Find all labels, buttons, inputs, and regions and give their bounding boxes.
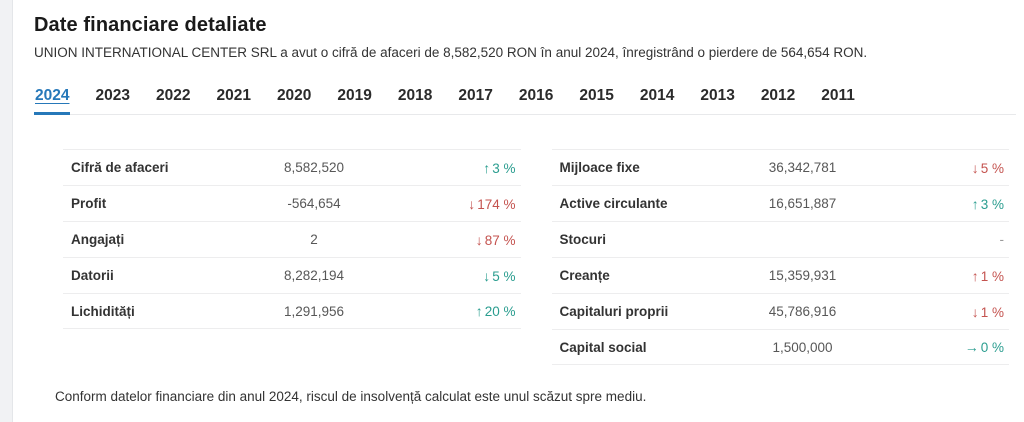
tab-year-2018[interactable]: 2018 [397,87,433,104]
metric-label: Creanțe [559,268,610,283]
metric-trend: ↓ 87 % [389,232,516,248]
tab-year-2017[interactable]: 2017 [458,87,493,104]
tab-year-2013[interactable]: 2013 [700,87,735,104]
metric-label: Angajați [71,232,125,247]
table-row: Lichidități 1,291,956 ↑ 20 % [63,293,521,329]
page-title: Date financiare detaliate [34,14,267,36]
metric-trend: ↓ 174 % [389,195,516,212]
metric-trend: ↑ 20 % [389,303,516,319]
metric-change-percent: - [999,232,1005,247]
trend-down-icon: ↓ [971,303,979,320]
tab-year-2023[interactable]: 2023 [95,87,130,104]
metric-change-percent: 5 % [492,268,516,284]
metric-change-percent: 1 % [980,304,1004,320]
metric-trend: ↓ 5 % [878,159,1004,176]
metric-change-percent: 5 % [980,160,1004,176]
metric-change-percent: 0 % [980,340,1004,355]
metric-value: 8,282,194 [283,268,345,283]
metric-label: Lichidități [71,303,135,319]
table-row: Creanțe 15,359,931 ↑ 1 % [551,257,1009,293]
table-row: Datorii 8,282,194 ↓ 5 % [63,257,521,293]
metric-label: Datorii [71,268,114,283]
financial-table-right: Mijloace fixe 36,342,781 ↓ 5 % Active circul… [551,149,1009,365]
metric-change-percent: 174 % [477,196,516,212]
tab-year-2022[interactable]: 2022 [155,87,191,104]
metric-value: 15,359,931 [768,268,837,283]
metric-change-percent: 3 % [492,160,516,176]
tab-year-2020[interactable]: 2020 [276,87,312,104]
metric-value: 1,500,000 [772,339,833,355]
table-row: Cifră de afaceri 8,582,520 ↑ 3 % [63,149,521,185]
tab-year-2016[interactable]: 2016 [518,87,554,104]
table-row: Capital social 1,500,000 → 0 % [551,329,1009,365]
financial-tables: Cifră de afaceri 8,582,520 ↑ 3 % Profit -564,… [63,149,1009,365]
financial-card: Date financiare detaliate UNION INTERNAT… [12,0,1024,422]
metric-label: Capital social [559,339,647,355]
tab-year-2019[interactable]: 2019 [337,87,372,104]
trend-up-icon: ↑ [971,267,979,284]
metric-value: 8,582,520 [283,160,345,175]
metric-change-percent: 3 % [980,196,1004,212]
trend-down-icon: ↓ [475,231,483,248]
metric-trend: ↑ 3 % [878,195,1004,212]
metric-value: -564,654 [287,196,341,211]
metric-trend: ↑ 3 % [389,159,516,176]
metric-value: 45,786,916 [768,304,837,319]
tab-year-2012[interactable]: 2012 [760,87,796,104]
metric-trend: ↑ 1 % [878,267,1004,284]
tab-year-2014[interactable]: 2014 [639,87,675,104]
tab-year-2011[interactable]: 2011 [821,87,855,104]
page-subtitle: UNION INTERNATIONAL CENTER SRL a avut o … [34,45,868,60]
financial-table-left: Cifră de afaceri 8,582,520 ↑ 3 % Profit -564,… [63,149,521,329]
trend-down-icon: ↓ [468,195,476,212]
metric-trend: → 0 % [878,339,1004,355]
table-row: Stocuri - [551,221,1009,257]
trend-right-icon: → [964,339,979,355]
metric-value: 2 [310,232,318,247]
year-tabs: 2024 2023 2022 2021 2020 2019 2018 2017 2016 2015… [34,85,1016,115]
metric-label: Capitaluri proprii [559,304,669,319]
tab-year-2015[interactable]: 2015 [579,87,614,104]
metric-value: 36,342,781 [768,160,837,175]
metric-label: Profit [71,196,107,211]
metric-trend: ↓ 5 % [389,267,516,284]
trend-up-icon: ↑ [475,303,483,319]
metric-label: Mijloace fixe [559,160,640,175]
trend-up-icon: ↑ [483,159,491,176]
metric-change-percent: 20 % [484,304,516,319]
table-row: Mijloace fixe 36,342,781 ↓ 5 % [551,149,1009,185]
metric-label: Stocuri [559,232,607,247]
metric-trend: ↓ 1 % [878,303,1004,320]
trend-down-icon: ↓ [971,159,979,176]
tab-year-2024[interactable]: 2024 [34,85,71,115]
metric-trend: - [878,232,1005,247]
tab-year-2021[interactable]: 2021 [216,87,251,104]
metric-label: Active circulante [559,196,668,211]
metric-value: 16,651,887 [768,196,837,211]
trend-down-icon: ↓ [483,267,491,284]
risk-note: Conform datelor financiare din anul 2024… [55,389,647,404]
metric-change-percent: 1 % [980,268,1004,284]
metric-label: Cifră de afaceri [71,160,169,175]
metric-value: 1,291,956 [283,303,345,319]
table-row: Active circulante 16,651,887 ↑ 3 % [551,185,1009,221]
table-row: Capitaluri proprii 45,786,916 ↓ 1 % [551,293,1009,329]
table-row: Profit -564,654 ↓ 174 % [63,185,521,221]
metric-change-percent: 87 % [484,232,516,248]
trend-up-icon: ↑ [971,195,979,212]
table-row: Angajați 2 ↓ 87 % [63,221,521,257]
